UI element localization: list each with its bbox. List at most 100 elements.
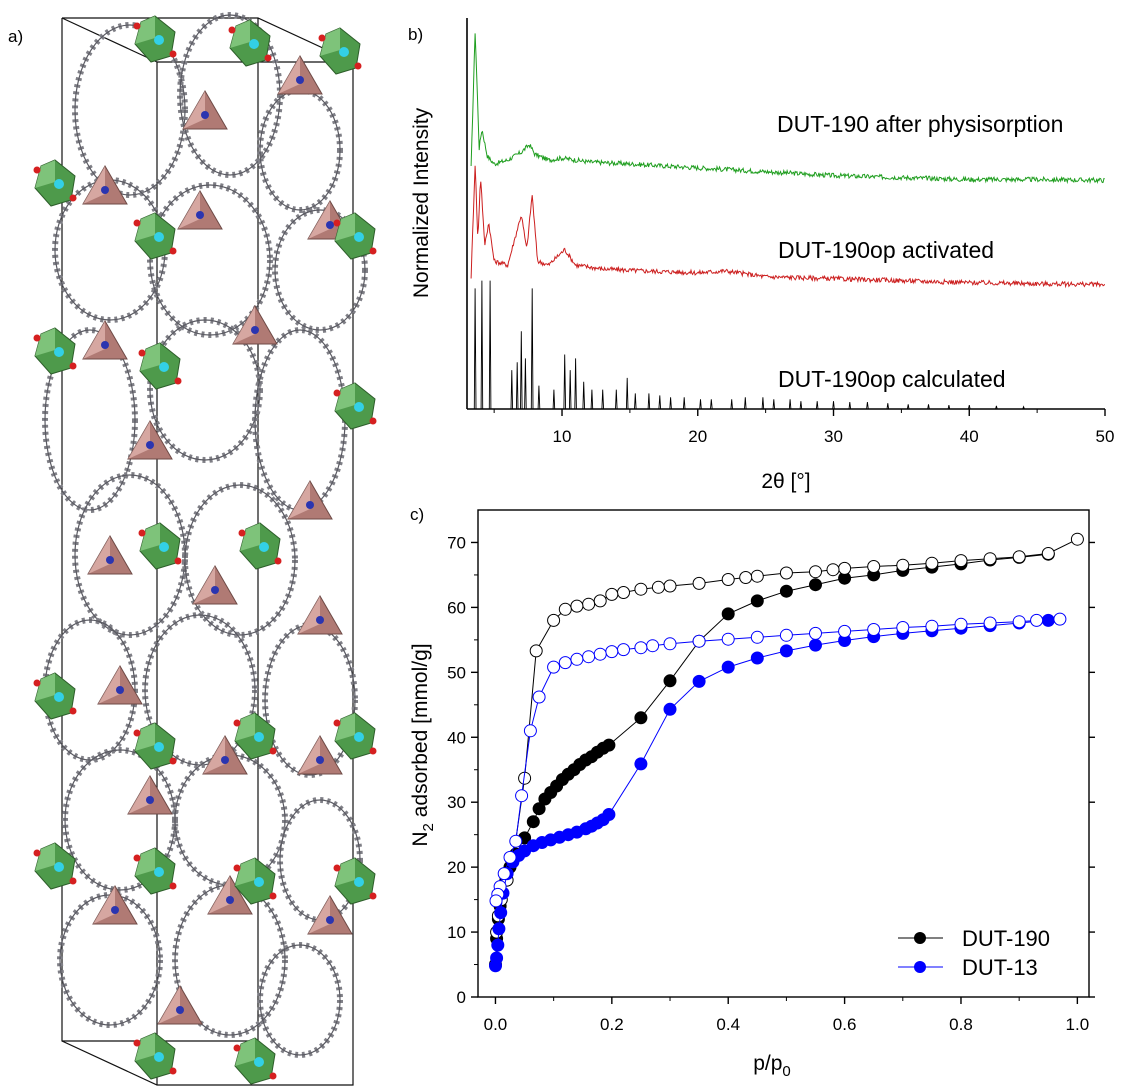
panel-label-c: c) <box>410 505 424 524</box>
unit-cell-edge <box>61 17 158 63</box>
iso-point-3-28 <box>503 850 517 864</box>
zr-octahedron-face <box>230 20 250 48</box>
iso-point-3-25 <box>523 724 537 738</box>
linker-bond <box>259 89 341 211</box>
iso-x-tick-label-3: 0.6 <box>833 1015 857 1034</box>
zr-octahedron-face <box>240 523 260 551</box>
linker-bond <box>259 944 341 1056</box>
oxygen-atom <box>133 1039 141 1047</box>
metal-atom <box>354 877 364 887</box>
iso-point-3-14 <box>663 637 677 651</box>
iso-point-2-23 <box>692 674 706 688</box>
amine-tetrahedron-face <box>193 566 215 604</box>
iso-point-3-9 <box>809 626 822 640</box>
iso-point-1-6 <box>896 558 910 572</box>
metal-atom <box>159 542 169 552</box>
iso-point-1-17 <box>651 580 665 594</box>
oxygen-atom <box>138 529 146 537</box>
iso-point-0-27 <box>750 594 764 608</box>
metal-atom <box>354 232 364 242</box>
iso-point-0-9 <box>526 815 540 829</box>
oxygen-atom <box>238 529 246 537</box>
iso-point-1-21 <box>593 594 607 608</box>
amine-tetrahedron-face <box>288 481 310 519</box>
iso-point-1-3 <box>983 552 997 566</box>
iso-point-1-4 <box>954 554 968 568</box>
nitrogen-atom <box>146 441 154 449</box>
amine-tetrahedron-face <box>88 536 110 574</box>
isotherm-y-axis-title-sub: 2 <box>420 823 437 831</box>
amine-tetrahedron-face <box>98 666 120 704</box>
iso-point-3-19 <box>593 647 607 661</box>
isotherm-legend: DUT-190 DUT-13 <box>898 926 1050 980</box>
iso-y-tick-label-4: 40 <box>447 728 466 747</box>
oxygen-atom <box>33 679 41 687</box>
zr-octahedron-face <box>335 858 355 886</box>
pxrd-ticks: 10 20 30 40 50 <box>493 409 1114 446</box>
iso-point-1-26 <box>529 644 543 658</box>
nitrogen-atom <box>101 186 109 194</box>
pxrd-trace-0 <box>470 33 1105 185</box>
oxygen-atom <box>233 719 241 727</box>
iso-point-3-10 <box>779 628 793 642</box>
oxygen-atom <box>174 377 182 385</box>
oxygen-atom <box>174 557 182 565</box>
oxygen-atom <box>369 247 377 255</box>
iso-x-tick-label-5: 1.0 <box>1066 1015 1090 1034</box>
trace-label-after-physisorption: DUT-190 after physisorption <box>777 111 1063 137</box>
iso-point-3-8 <box>838 624 852 638</box>
iso-point-3-6 <box>896 621 910 634</box>
iso-point-3-27 <box>509 834 523 848</box>
pxrd-chart: 10 20 30 40 50 DUT-190 after physisorption D… <box>410 18 1114 493</box>
iso-point-0-26 <box>721 607 735 621</box>
oxygen-atom <box>138 349 146 357</box>
oxygen-atom <box>169 247 177 255</box>
iso-point-3-5 <box>925 619 939 633</box>
iso-point-0-23 <box>634 711 648 725</box>
nitrogen-atom <box>176 1006 184 1014</box>
iso-point-1-2 <box>1012 550 1026 564</box>
zr-octahedron-face <box>135 16 155 44</box>
iso-y-tick-label-5: 50 <box>447 663 466 682</box>
nitrogen-atom <box>146 796 154 804</box>
linker-bond <box>274 209 366 331</box>
amine-tetrahedron-face <box>298 596 320 634</box>
oxygen-atom <box>369 417 377 425</box>
zr-octahedron-face <box>35 160 55 188</box>
iso-point-2-21 <box>634 757 648 771</box>
iso-point-3-11 <box>750 630 764 644</box>
amine-tetrahedron-face <box>183 91 205 129</box>
iso-point-1-18 <box>634 582 648 596</box>
iso-point-1-16 <box>663 579 677 593</box>
iso-point-1-23 <box>570 599 584 613</box>
iso-point-2-2 <box>491 938 505 952</box>
legend-label-dut-190: DUT-190 <box>962 926 1050 951</box>
pxrd-y-axis-title: Normalized Intensity <box>410 107 433 298</box>
amine-tetrahedron-face <box>83 321 105 359</box>
nitrogen-atom <box>316 616 324 624</box>
iso-point-1-25 <box>547 613 561 627</box>
legend-marker-dut-190 <box>914 932 926 944</box>
isotherm-plot-frame <box>477 509 1090 998</box>
isotherm-y-axis-title-rest: adsorbed [mmol/g] <box>409 643 432 823</box>
oxygen-atom <box>133 854 141 862</box>
iso-line-2 <box>495 619 1049 966</box>
iso-point-3-21 <box>570 652 584 666</box>
oxygen-atom <box>318 34 326 42</box>
metal-atom <box>249 39 259 49</box>
oxygen-atom <box>33 334 41 342</box>
metal-atom <box>154 867 164 877</box>
oxygen-atom <box>133 729 141 737</box>
iso-point-1-7 <box>867 560 881 573</box>
zr-octahedron-face <box>35 843 55 871</box>
amine-tetrahedron-face <box>83 166 105 204</box>
legend-label-dut-13: DUT-13 <box>962 955 1038 980</box>
iso-point-2-20 <box>602 808 616 821</box>
oxygen-atom <box>369 892 377 900</box>
iso-point-3-16 <box>634 641 648 655</box>
zr-octahedron-face <box>235 858 255 886</box>
oxygen-atom <box>264 54 272 62</box>
amine-tetrahedron-face <box>203 736 225 774</box>
